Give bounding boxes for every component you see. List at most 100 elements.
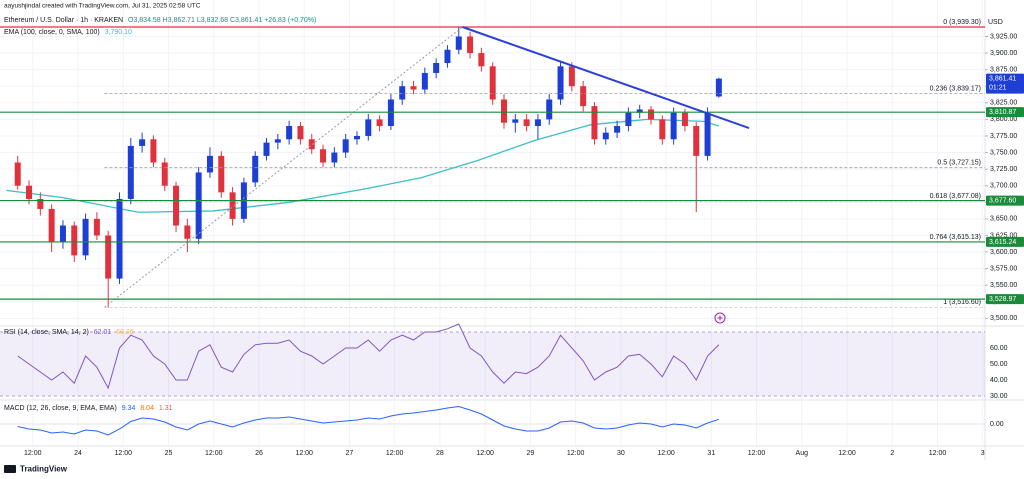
x-tick-label: 12:00 [115,450,133,457]
rsi-band [0,332,985,396]
candle-body [399,86,406,100]
candle-body [342,139,349,153]
candle-body [71,225,78,256]
ohlc: O3,834.58 H3,862.71 L3,832.68 C3,861.41 … [128,17,316,24]
credit: aayushjindal created with TradingView.co… [4,3,201,10]
level-badge [986,294,1024,305]
alert-glyph[interactable] [717,315,723,321]
candle-body [648,109,655,120]
fib-label: 0.764 (3,615.13) [930,234,981,241]
rsi-tick-label: 40.00 [990,377,1008,384]
x-tick-label: 26 [255,450,263,457]
candle-body [433,63,440,73]
candle-body [229,192,236,219]
y-tick-label: 3,900.00 [990,50,1017,57]
level-label: 3,810.87 [989,109,1016,116]
candle-body [274,139,281,143]
candle-body [308,139,315,150]
macd-title: MACD (12, 26, close, 9, EMA, EMA) [4,405,117,412]
candle-body [93,218,100,236]
x-tick-label: 2 [890,450,894,457]
x-tick-label: 30 [617,450,625,457]
brand-logo[interactable] [4,465,16,473]
x-tick-label: 12:00 [386,450,404,457]
level-label: 3,677.60 [989,197,1016,204]
candle-body [636,109,643,113]
alert-circle[interactable] [714,312,726,324]
x-tick-label: 12:00 [24,450,42,457]
candle-body [512,119,519,123]
candle-body [715,78,722,97]
fib-label: 0.5 (3,727.15) [937,160,981,167]
panes [0,0,1024,460]
plot [0,26,985,436]
candle-body [218,155,225,193]
x-tick-label: 12:00 [838,450,856,457]
candle-body [82,218,89,256]
candle-body [568,66,575,87]
x-tick-label: 24 [74,450,82,457]
candle-body [523,119,530,127]
x-tick-label: Aug [796,450,809,457]
x-tick-label: 28 [436,450,444,457]
x-tick-label: 25 [165,450,173,457]
candle-body [444,49,451,64]
brand[interactable]: TradingView [4,465,68,474]
legend-ema: EMA (100, close, 0, SMA, 100) 3,790.10 [4,29,132,36]
candle-body [602,132,609,140]
candle-body [320,149,327,163]
countdown: 01:21 [989,85,1007,92]
last-price-badge [986,73,1024,94]
x-tick-label: 31 [707,450,715,457]
candle-body [206,155,213,173]
level-label: 3,615.24 [989,239,1016,246]
x-tick-label: 12:00 [295,450,313,457]
candle-body [184,225,191,239]
candle-body [127,145,134,199]
level-badge [986,236,1024,247]
legend-symbol: Ethereum / U.S. Dollar · 1h · KRAKEN O3,… [4,17,316,24]
candle-body [410,86,417,90]
x-tick-label: 12:00 [929,450,947,457]
x-tick-label: 12:00 [567,450,585,457]
x-tick-label: 12:00 [476,450,494,457]
candle-body [557,66,564,100]
price-axis: 12:00 24 12:00 25 12:00 26 12:00 27 12:00 28 12:00… [24,33,1024,457]
rsi-value: 62.01 [94,329,112,336]
x-tick-label: 12:00 [657,450,675,457]
trendline [462,26,750,129]
y-tick-label: 3,500.00 [990,315,1017,322]
candle-body [37,198,44,209]
fib-label: 0 (3,939.30) [943,19,981,26]
rsi-line [17,323,720,390]
candle-body [48,208,55,243]
y-tick-label: 3,875.00 [990,66,1017,73]
y-tick-label: 3,825.00 [990,100,1017,107]
x-tick-label: 12:00 [205,450,223,457]
y-tick-label: 3,650.00 [990,216,1017,223]
macd-line [17,405,720,436]
y-tick-label: 3,725.00 [990,166,1017,173]
candle-body [704,112,711,156]
y-tick-label: 3,700.00 [990,183,1017,190]
macd-tick-label: 0.00 [990,421,1004,428]
x-tick-label: 3 [981,450,985,457]
ema-label: EMA (100, close, 0, SMA, 100) [4,29,100,36]
candle-body [693,126,700,156]
alert-icon[interactable] [714,312,726,324]
brand-name[interactable]: TradingView [20,465,68,474]
x-tick-label: 27 [346,450,354,457]
candle-body [116,198,123,279]
candle-body [478,53,485,67]
level-label: 3,528.97 [989,296,1016,303]
legend-macd: MACD (12, 26, close, 9, EMA, EMA) 9.34 8… [4,405,173,412]
candle-body [455,36,462,50]
y-tick-label: 3,750.00 [990,149,1017,156]
candle-body [591,106,598,140]
candle-body [534,119,541,127]
y-tick-label: 3,800.00 [990,116,1017,123]
candle-body [376,119,383,127]
